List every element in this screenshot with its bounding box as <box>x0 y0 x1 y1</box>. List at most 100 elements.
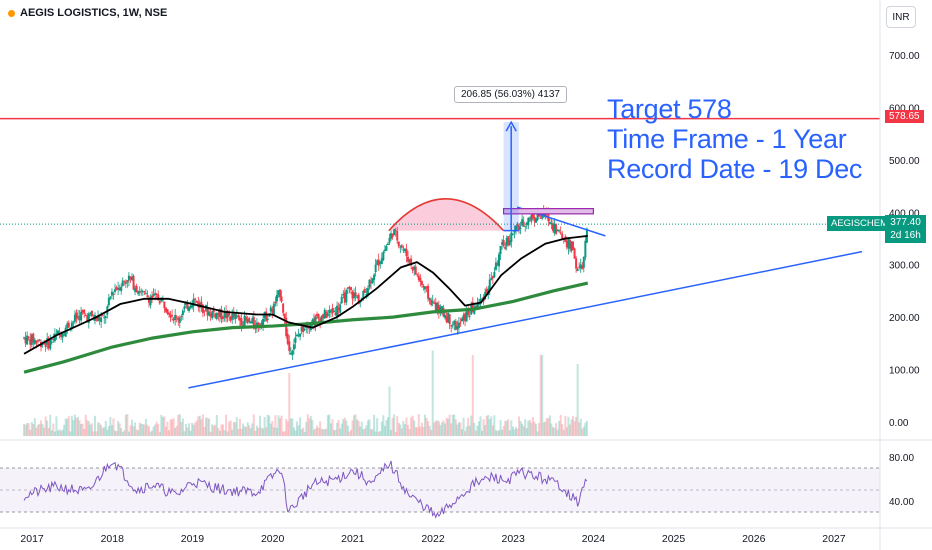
volume-bar <box>292 427 295 436</box>
volume-bar <box>221 424 224 436</box>
volume-bar <box>535 423 538 436</box>
candle-body <box>44 341 47 348</box>
candle-body <box>292 344 295 350</box>
candle-body <box>221 316 224 319</box>
candle-body <box>507 236 510 245</box>
volume-bar <box>186 427 189 436</box>
candle-body <box>391 233 394 238</box>
volume-bar <box>291 418 294 436</box>
candle-body <box>50 341 53 343</box>
x-tick-label: 2019 <box>181 533 205 545</box>
candle-body <box>565 240 568 248</box>
volume-bar <box>255 425 258 436</box>
candle-body <box>465 311 468 322</box>
candle-body <box>81 309 84 313</box>
candle-body <box>174 315 177 320</box>
volume-bar <box>110 425 113 436</box>
volume-bar <box>354 414 357 436</box>
volume-bar <box>67 416 70 436</box>
candle-body <box>450 325 453 327</box>
volume-bar <box>578 422 581 436</box>
candle-body <box>319 318 322 324</box>
candle-body <box>218 308 221 318</box>
candle-body <box>385 246 388 251</box>
cup-pattern <box>388 198 505 232</box>
candle-body <box>322 313 325 319</box>
candle-body <box>211 311 214 319</box>
volume-bar <box>92 431 95 436</box>
candle-body <box>38 339 41 341</box>
candle-body <box>548 222 551 224</box>
symbol-title: AEGIS LOGISTICS, 1W, NSE <box>20 7 168 19</box>
candle-body <box>334 312 337 316</box>
candle-body <box>161 299 164 301</box>
candle-body <box>240 318 243 326</box>
candle-body <box>140 290 143 292</box>
volume-bar <box>58 429 61 436</box>
candle-body <box>380 258 383 265</box>
volume-bar <box>538 423 541 436</box>
candle-body <box>440 306 443 310</box>
volume-bar <box>97 422 100 436</box>
volume-bar <box>169 419 172 436</box>
x-tick-label: 2017 <box>20 533 44 545</box>
candle-body <box>328 309 331 313</box>
volume-bar <box>231 429 234 436</box>
volume-bar <box>405 417 408 436</box>
volume-bar <box>416 427 419 436</box>
currency-button[interactable]: INR <box>886 6 916 28</box>
candle-body <box>164 307 167 312</box>
candle-body <box>237 315 240 318</box>
volume-bar <box>314 428 317 436</box>
candle-body <box>353 292 356 298</box>
candle-body <box>234 314 237 320</box>
candle-body <box>121 280 124 287</box>
volume-bar <box>474 430 477 436</box>
volume-bar <box>277 415 280 436</box>
candle-body <box>317 314 320 319</box>
volume-bar <box>380 421 383 436</box>
symbol-tag: AEGISCHEM <box>827 216 893 231</box>
volume-bar <box>349 429 352 436</box>
candle-body <box>56 330 59 335</box>
volume-bar <box>471 355 474 436</box>
candle-body <box>118 287 121 291</box>
candle-body <box>417 275 420 281</box>
candle-body <box>527 217 530 226</box>
candle-body <box>499 245 502 255</box>
volume-bar <box>348 431 351 436</box>
volume-bar <box>481 430 484 436</box>
x-tick-label: 2027 <box>822 533 846 545</box>
candle-body <box>266 318 269 321</box>
volume-bar <box>454 419 457 436</box>
candle-body <box>149 297 152 306</box>
volume-bar <box>206 417 209 436</box>
volume-bar <box>427 421 430 436</box>
candle-body <box>476 303 479 308</box>
candle-body <box>419 277 422 282</box>
candle-body <box>365 294 368 296</box>
volume-bar <box>362 429 365 436</box>
candle-body <box>427 285 430 299</box>
volume-bar <box>431 350 434 436</box>
volume-bar <box>44 416 47 436</box>
volume-bar <box>433 422 436 436</box>
volume-bar <box>254 430 257 436</box>
candle-body <box>460 318 463 322</box>
candle-body <box>175 316 178 318</box>
volume-bar <box>63 424 66 436</box>
volume-bar <box>390 429 393 436</box>
volume-bar <box>337 420 340 436</box>
volume-bar <box>343 417 346 436</box>
volume-bar <box>205 417 208 436</box>
volume-bar <box>52 423 55 436</box>
volume-bar <box>215 414 218 436</box>
volume-bar <box>417 414 420 436</box>
volume-bar <box>413 420 416 436</box>
volume-bar <box>160 414 163 436</box>
volume-bar <box>393 414 396 436</box>
volume-bar <box>430 429 433 436</box>
candle-body <box>191 303 194 308</box>
last-price: 377.40 <box>890 217 921 228</box>
